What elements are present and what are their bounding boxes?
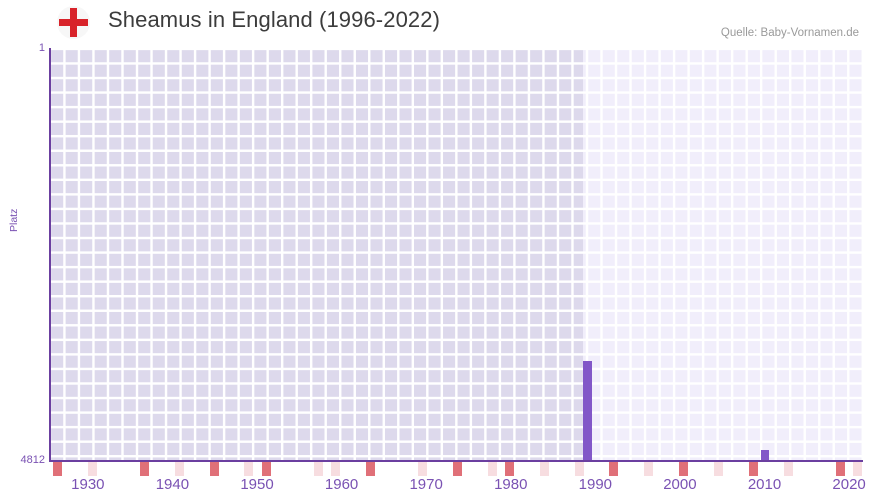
marker-1 [88, 462, 97, 476]
x-tick-1970: 1970 [409, 476, 443, 493]
marker-13 [505, 462, 514, 476]
x-tick-2010: 2010 [747, 476, 782, 493]
marker-21 [784, 462, 793, 476]
marker-band [50, 462, 862, 476]
marker-12 [488, 462, 497, 476]
marker-3 [175, 462, 184, 476]
marker-4 [210, 462, 219, 476]
x-tick-2020: 2020 [832, 476, 866, 493]
marker-15 [575, 462, 584, 476]
plot-area [50, 49, 862, 461]
x-tick-1940: 1940 [155, 476, 190, 493]
y-axis-line [49, 48, 51, 462]
marker-19 [714, 462, 723, 476]
source-attribution: Quelle: Baby-Vornamen.de [720, 27, 859, 39]
x-tick-1980: 1980 [494, 476, 528, 493]
marker-5 [244, 462, 253, 476]
marker-23 [853, 462, 862, 476]
x-axis-line [49, 460, 863, 462]
marker-11 [453, 462, 462, 476]
x-tick-1950: 1950 [240, 476, 274, 493]
marker-8 [331, 462, 340, 476]
plot-gridlines [50, 49, 862, 461]
marker-6 [262, 462, 271, 476]
marker-14 [540, 462, 549, 476]
marker-7 [314, 462, 323, 476]
bar-1995[interactable] [583, 361, 592, 461]
chart-title: Sheamus in England (1996-2022) [108, 7, 441, 32]
marker-22 [836, 462, 845, 476]
england-flag-icon [57, 6, 90, 39]
flag-cross-vertical [70, 8, 77, 37]
y-axis-tick-bottom: 4812 [20, 454, 45, 466]
marker-16 [609, 462, 618, 476]
marker-2 [140, 462, 149, 476]
x-tick-1960: 1960 [324, 476, 359, 493]
marker-0 [53, 462, 62, 476]
chart-header: Sheamus in England (1996-2022) Quelle: B… [0, 0, 873, 44]
x-tick-1990: 1990 [578, 476, 613, 493]
x-tick-1930: 1930 [71, 476, 105, 493]
bar-2017[interactable] [761, 450, 769, 461]
marker-18 [679, 462, 688, 476]
marker-20 [749, 462, 758, 476]
y-axis-title: Platz [8, 208, 20, 232]
marker-10 [418, 462, 427, 476]
marker-9 [366, 462, 375, 476]
x-tick-2000: 2000 [663, 476, 697, 493]
y-axis-tick-top: 1 [38, 42, 45, 54]
marker-17 [644, 462, 653, 476]
